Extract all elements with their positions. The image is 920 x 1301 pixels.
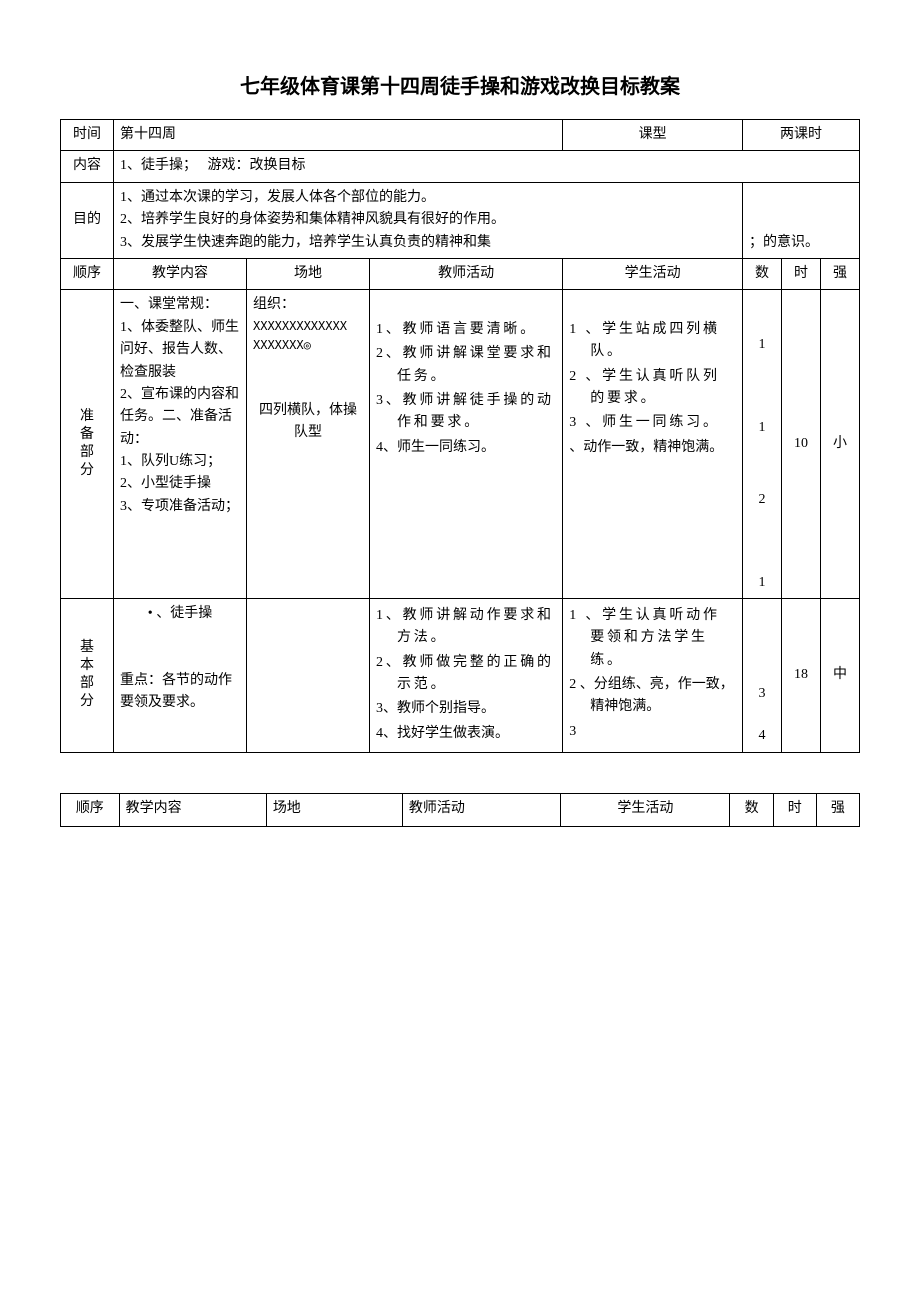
content-label: 内容 bbox=[61, 151, 114, 182]
col-intensity: 强 bbox=[821, 258, 860, 289]
section-intensity: 中 bbox=[821, 598, 860, 752]
section-field bbox=[247, 598, 370, 752]
page-title: 七年级体育课第十四周徒手操和游戏改换目标教案 bbox=[60, 70, 860, 99]
section-student: 1 、学生站成四列横队。 2 、学生认真听队列的要求。 3 、师生一同练习。 、… bbox=[563, 290, 743, 599]
col-order: 顺序 bbox=[61, 258, 114, 289]
section-label: 基本部分 bbox=[61, 598, 114, 752]
section-intensity: 小 bbox=[821, 290, 860, 599]
time-label: 时间 bbox=[61, 120, 114, 151]
col-teacher: 教师活动 bbox=[370, 258, 563, 289]
section-teacher: 1、教师语言要清晰。 2、教师讲解课堂要求和任务。 3、教师讲解徒手操的动作和要… bbox=[370, 290, 563, 599]
col-teacher: 教师活动 bbox=[402, 793, 560, 826]
col-count: 数 bbox=[743, 258, 782, 289]
col-intensity: 强 bbox=[816, 793, 859, 826]
goal-label: 目的 bbox=[61, 182, 114, 258]
section-basic: 基本部分 • 、徒手操 重点：各节的动作要领及要求。 1、教师讲解动作要求和方法… bbox=[61, 598, 860, 752]
col-time: 时 bbox=[773, 793, 816, 826]
section-prep: 准备部分 一、课堂常规： 1、体委整队、师生问好、报告人数、检查服装 2、宣布课… bbox=[61, 290, 860, 599]
type-value: 两课时 bbox=[743, 120, 860, 151]
section-time: 18 bbox=[782, 598, 821, 752]
col-count: 数 bbox=[730, 793, 773, 826]
col-student: 学生活动 bbox=[563, 258, 743, 289]
section-teacher: 1、教师讲解动作要求和方法。 2、教师做完整的正确的示范。 3、教师个别指导。 … bbox=[370, 598, 563, 752]
section-label: 准备部分 bbox=[61, 290, 114, 599]
section-time: 10 bbox=[782, 290, 821, 599]
time-value: 第十四周 bbox=[114, 120, 563, 151]
continuation-table: 顺序 教学内容 场地 教师活动 学生活动 数 时 强 bbox=[60, 793, 860, 827]
section-student: 1 、学生认真听动作要领和方法学生练。 2 、分组练、亮，作一致，精神饱满。 3 bbox=[563, 598, 743, 752]
section-count: 1 1 2 1 bbox=[743, 290, 782, 599]
content-value: 1、徒手操； 游戏：改换目标 bbox=[114, 151, 860, 182]
section-field: 组织： XXXXXXXXXXXXX XXXXXXX◎ 四列横队，体操队型 bbox=[247, 290, 370, 599]
col-student: 学生活动 bbox=[561, 793, 730, 826]
col-time: 时 bbox=[782, 258, 821, 289]
section-count: 3 4 bbox=[743, 598, 782, 752]
col-field: 场地 bbox=[247, 258, 370, 289]
section-content: • 、徒手操 重点：各节的动作要领及要求。 bbox=[114, 598, 247, 752]
col-order: 顺序 bbox=[61, 793, 120, 826]
goal-value: 1、通过本次课的学习，发展人体各个部位的能力。 2、培养学生良好的身体姿势和集体… bbox=[114, 182, 743, 258]
col-content: 教学内容 bbox=[119, 793, 266, 826]
col-content: 教学内容 bbox=[114, 258, 247, 289]
lesson-plan-table: 时间 第十四周 课型 两课时 内容 1、徒手操； 游戏：改换目标 目的 1、通过… bbox=[60, 119, 860, 753]
type-label: 课型 bbox=[563, 120, 743, 151]
goal-suffix: ；的意识。 bbox=[743, 182, 860, 258]
section-content: 一、课堂常规： 1、体委整队、师生问好、报告人数、检查服装 2、宣布课的内容和任… bbox=[114, 290, 247, 599]
col-field: 场地 bbox=[266, 793, 402, 826]
